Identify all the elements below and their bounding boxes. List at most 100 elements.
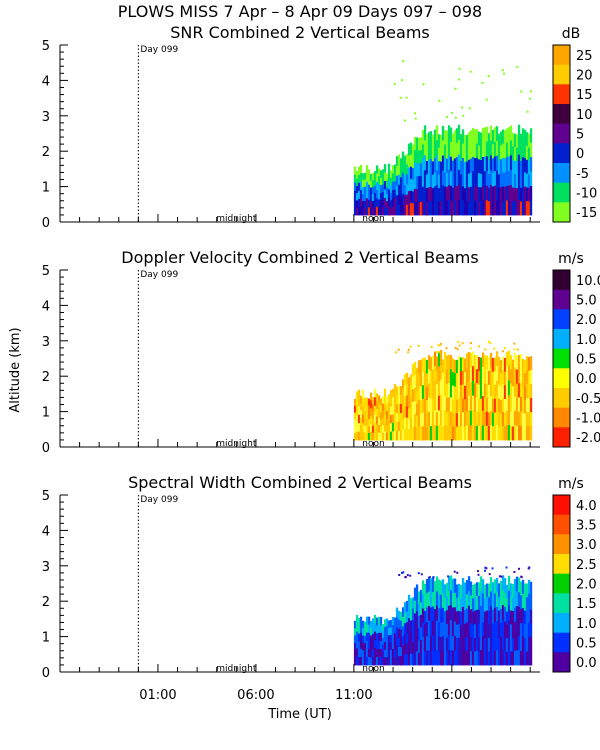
heatmap-cell bbox=[455, 359, 459, 374]
heatmap-speckle bbox=[407, 351, 410, 354]
heatmap-cell bbox=[451, 426, 455, 441]
heatmap-cell bbox=[371, 201, 375, 209]
heatmap-cell bbox=[511, 132, 515, 147]
heatmap-cell bbox=[453, 413, 457, 427]
heatmap-cell bbox=[455, 584, 459, 599]
heatmap-cell bbox=[457, 637, 461, 652]
heatmap-speckle bbox=[428, 576, 431, 579]
heatmap-cell bbox=[429, 412, 433, 427]
heatmap-cell bbox=[353, 166, 357, 176]
heatmap-cell bbox=[489, 425, 493, 441]
heatmap-cell bbox=[411, 597, 415, 610]
heatmap-cell bbox=[389, 207, 393, 216]
heatmap-cell bbox=[393, 641, 397, 650]
heatmap-cell bbox=[507, 200, 511, 216]
heatmap-cell bbox=[517, 397, 521, 413]
colorbar-swatch bbox=[553, 270, 570, 291]
heatmap-cell bbox=[399, 186, 403, 197]
heatmap-cell bbox=[499, 386, 503, 401]
heatmap-cell bbox=[385, 626, 389, 635]
heatmap-cell bbox=[399, 196, 403, 206]
heatmap-cell bbox=[467, 366, 471, 382]
heatmap-cell bbox=[491, 596, 495, 611]
heatmap-cell bbox=[413, 175, 417, 190]
heatmap-cell bbox=[451, 372, 455, 387]
heatmap-cell bbox=[403, 195, 407, 206]
heatmap-cell bbox=[499, 373, 503, 387]
heatmap-cell bbox=[445, 369, 449, 385]
heatmap-cell bbox=[365, 411, 369, 420]
heatmap-cell bbox=[473, 129, 477, 145]
heatmap-cell bbox=[395, 617, 399, 628]
heatmap-cell bbox=[529, 637, 533, 652]
heatmap-cell bbox=[391, 388, 395, 398]
heatmap-cell bbox=[475, 143, 479, 159]
heatmap-cell bbox=[439, 409, 443, 426]
heatmap-cell bbox=[447, 590, 451, 607]
heatmap-cell bbox=[417, 360, 421, 375]
heatmap-cell bbox=[385, 201, 389, 209]
heatmap-cell bbox=[525, 610, 529, 625]
heatmap-cell bbox=[451, 187, 455, 202]
heatmap-cell bbox=[461, 635, 465, 651]
heatmap-cell bbox=[381, 637, 385, 645]
heatmap-cell bbox=[369, 657, 373, 666]
heatmap-cell bbox=[499, 187, 503, 202]
heatmap-speckle bbox=[437, 344, 440, 347]
heatmap-cell bbox=[399, 413, 403, 423]
heatmap-cell bbox=[403, 418, 407, 430]
heatmap-cell bbox=[385, 403, 389, 412]
heatmap-cell bbox=[363, 621, 367, 630]
heatmap-cell bbox=[423, 398, 427, 413]
heatmap-cell bbox=[407, 641, 411, 654]
heatmap-cell bbox=[391, 656, 395, 666]
heatmap-cell bbox=[511, 611, 515, 625]
heatmap-cell bbox=[441, 386, 445, 401]
heatmap-cell bbox=[387, 206, 391, 216]
heatmap-cell bbox=[359, 640, 363, 650]
colorbar-swatch bbox=[553, 163, 570, 184]
heatmap-cell bbox=[489, 381, 493, 397]
heatmap-cell bbox=[383, 198, 387, 207]
heatmap-cell bbox=[525, 173, 529, 188]
heatmap-cell bbox=[519, 637, 523, 652]
heatmap-cell bbox=[461, 157, 465, 173]
heatmap-cell bbox=[445, 130, 449, 145]
heatmap-cell bbox=[431, 606, 435, 622]
heatmap-cell bbox=[447, 155, 451, 171]
heatmap-cell bbox=[509, 397, 513, 413]
heatmap-speckle bbox=[405, 96, 408, 99]
heatmap-cell bbox=[471, 611, 475, 626]
heatmap-cell bbox=[455, 597, 459, 612]
heatmap-cell bbox=[439, 636, 443, 652]
day-marker-label: Day 099 bbox=[140, 45, 178, 55]
heatmap-cell bbox=[397, 174, 401, 186]
heatmap-cell bbox=[499, 201, 503, 216]
heatmap-cell bbox=[375, 173, 379, 183]
heatmap-cell bbox=[493, 185, 497, 201]
heatmap-cell bbox=[375, 165, 379, 175]
heatmap-cell bbox=[497, 201, 501, 216]
heatmap-cell bbox=[381, 651, 385, 659]
time-annotation: noon bbox=[362, 664, 384, 674]
heatmap-speckle bbox=[530, 90, 532, 93]
heatmap-cell bbox=[449, 575, 453, 591]
heatmap-cell bbox=[511, 160, 515, 175]
heatmap-cell bbox=[399, 177, 403, 188]
heatmap-cell bbox=[441, 359, 445, 374]
heatmap-cell bbox=[399, 404, 403, 414]
heatmap-cell bbox=[469, 410, 473, 426]
heatmap-cell bbox=[385, 649, 389, 658]
heatmap-cell bbox=[373, 200, 377, 209]
heatmap-cell bbox=[515, 134, 519, 149]
heatmap-cell bbox=[361, 414, 365, 424]
heatmap-cell bbox=[419, 176, 423, 190]
heatmap-cell bbox=[465, 425, 469, 441]
heatmap-cell bbox=[453, 636, 457, 651]
heatmap-cell bbox=[423, 155, 427, 171]
heatmap-cell bbox=[529, 142, 533, 158]
heatmap-cell bbox=[481, 157, 485, 172]
colorbar-label: 10.0 bbox=[576, 274, 600, 289]
day-marker-label: Day 099 bbox=[140, 495, 178, 505]
heatmap-cell bbox=[381, 184, 385, 193]
